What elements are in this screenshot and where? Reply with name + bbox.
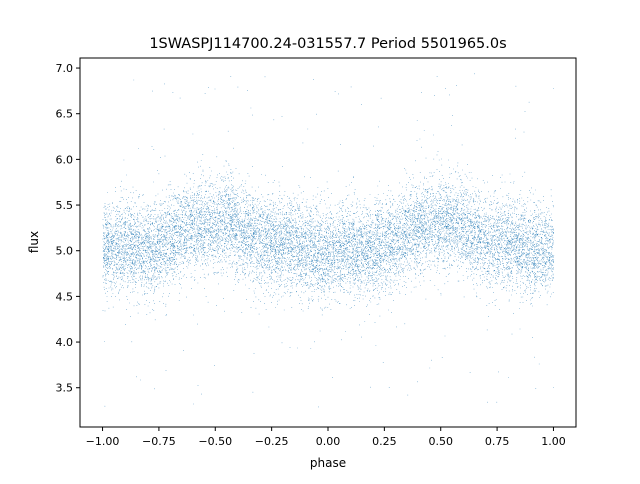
y-axis-ticks: 3.5 4.0 4.5 5.0 5.5 6.0 6.5 7.0 [56, 62, 80, 395]
x-tick-label: 1.00 [541, 435, 566, 448]
y-axis-label: flux [27, 231, 41, 253]
x-tick-label: 0.00 [316, 435, 341, 448]
y-tick-label: 6.0 [56, 153, 74, 166]
y-tick-label: 5.0 [56, 245, 74, 258]
x-axis-ticks: −1.00 −0.75 −0.50 −0.25 0.00 0.25 0.50 0.75 1.00 [86, 427, 566, 448]
chart-title: 1SWASPJ114700.24-031557.7 Period 5501965… [149, 36, 506, 52]
x-tick-label: −0.75 [142, 435, 176, 448]
x-tick-label: 0.50 [428, 435, 453, 448]
y-tick-label: 5.5 [56, 199, 74, 212]
x-tick-label: 0.75 [485, 435, 510, 448]
x-tick-label: −0.50 [198, 435, 232, 448]
x-tick-label: −1.00 [86, 435, 120, 448]
x-tick-label: 0.25 [372, 435, 397, 448]
y-tick-label: 3.5 [56, 382, 74, 395]
y-tick-label: 4.5 [56, 290, 74, 303]
x-tick-label: −0.25 [255, 435, 289, 448]
y-tick-label: 7.0 [56, 62, 74, 75]
y-tick-label: 4.0 [56, 336, 74, 349]
x-axis-label: phase [310, 456, 346, 470]
y-tick-label: 6.5 [56, 108, 74, 121]
